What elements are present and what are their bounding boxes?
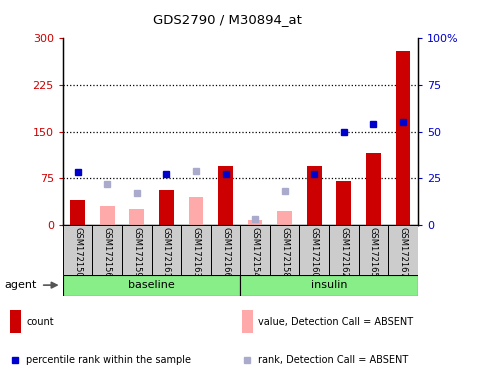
Text: GSM172158: GSM172158 [280,227,289,278]
Bar [396,51,411,225]
Text: GSM172161: GSM172161 [162,227,171,278]
Bar [299,225,329,275]
Text: GSM172166: GSM172166 [221,227,230,278]
Text: insulin: insulin [311,280,347,290]
Bar [63,275,241,296]
Bar [122,225,152,275]
Text: GSM172150: GSM172150 [73,227,82,278]
Bar [159,190,174,225]
Text: GSM172159: GSM172159 [132,227,141,278]
Text: GSM172160: GSM172160 [310,227,319,278]
Text: baseline: baseline [128,280,175,290]
Bar [337,181,351,225]
Bar [277,211,292,225]
Text: GSM172162: GSM172162 [340,227,348,278]
Bar [92,225,122,275]
Text: GSM172154: GSM172154 [251,227,259,278]
Bar [241,275,418,296]
Bar [181,225,211,275]
Bar [329,225,358,275]
Text: percentile rank within the sample: percentile rank within the sample [26,355,191,365]
Text: GSM172156: GSM172156 [103,227,112,278]
Text: GSM172167: GSM172167 [398,227,408,278]
Bar [307,166,322,225]
Text: GSM172165: GSM172165 [369,227,378,278]
Bar [129,209,144,225]
Bar [218,166,233,225]
Bar [248,220,262,225]
Bar [242,310,254,333]
Text: GSM172163: GSM172163 [191,227,200,278]
Bar [366,153,381,225]
Bar [70,200,85,225]
Bar [358,225,388,275]
Text: count: count [26,317,54,327]
Bar [100,206,114,225]
Text: GDS2790 / M30894_at: GDS2790 / M30894_at [153,13,301,26]
Bar [388,225,418,275]
Bar [152,225,181,275]
Bar [211,225,241,275]
Text: value, Detection Call = ABSENT: value, Detection Call = ABSENT [258,317,413,327]
Bar [188,197,203,225]
Text: agent: agent [5,280,37,290]
Bar [63,225,92,275]
Text: rank, Detection Call = ABSENT: rank, Detection Call = ABSENT [258,355,408,365]
Bar [10,310,21,333]
Bar [270,225,299,275]
Bar [241,225,270,275]
